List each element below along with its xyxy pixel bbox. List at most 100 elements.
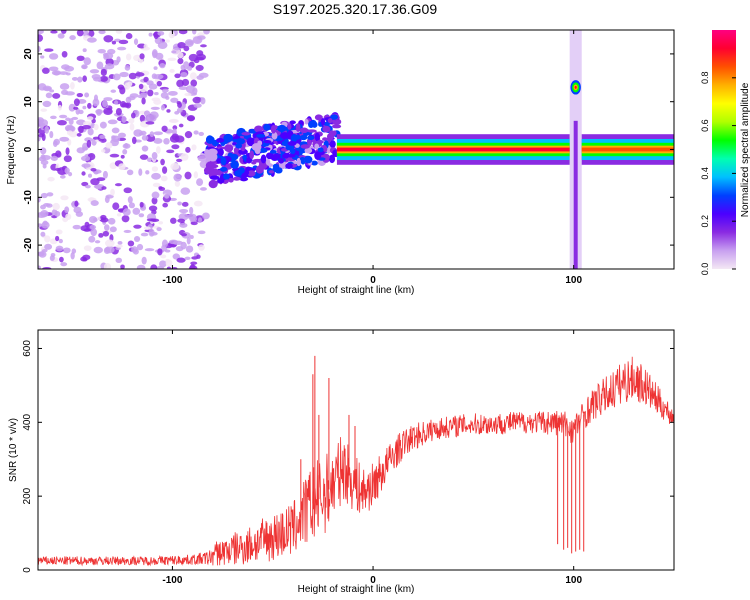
spectrogram-cell xyxy=(52,202,60,211)
spectrogram-cell xyxy=(174,73,181,79)
spectrogram-cell xyxy=(71,248,77,254)
snr-frame xyxy=(37,329,675,571)
figure-title: S197.2025.320.17.36.G09 xyxy=(273,1,437,17)
spectrogram-cell xyxy=(39,119,49,127)
spectrogram-cell xyxy=(55,235,60,242)
spectrogram-cell xyxy=(189,206,194,215)
spectrogram-cell xyxy=(151,97,161,102)
spectrogram-cell xyxy=(128,118,135,124)
spectrogram-cell xyxy=(141,145,149,152)
spectrogram-cell xyxy=(57,119,67,126)
spectrogram-cell xyxy=(172,253,180,260)
spectrogram-cell xyxy=(96,61,104,70)
spectrogram-cell xyxy=(159,63,166,69)
spectrogram-cell xyxy=(82,105,87,110)
spectrogram-cell xyxy=(180,153,189,161)
spectrogram-cell xyxy=(144,248,155,252)
spectrogram-cell xyxy=(258,148,268,153)
spectrogram-cell xyxy=(234,170,243,177)
spectrogram-cell xyxy=(136,243,144,251)
spectrogram-cell xyxy=(148,205,158,212)
spectrogram-cell xyxy=(139,201,144,208)
spectrogram-cell xyxy=(205,161,216,170)
spectrogram-cell xyxy=(191,256,199,260)
spectrogram-cell xyxy=(68,103,76,112)
spectrogram-cell xyxy=(102,52,109,57)
spectrogram-cell xyxy=(90,200,99,207)
spectrogram-cell xyxy=(93,94,99,102)
spectrogram-cell xyxy=(271,131,278,140)
snr-x-label: Height of straight line (km) xyxy=(298,584,415,595)
spectrogram-cell xyxy=(295,123,301,132)
spectrogram-ytick-label: -10 xyxy=(23,190,34,205)
spectrogram-cell xyxy=(111,40,117,45)
spectrogram-cell xyxy=(87,102,92,109)
spectrogram-cell xyxy=(159,260,167,268)
spectrogram-cell xyxy=(85,184,91,189)
spectrogram-cell xyxy=(224,144,234,153)
spectrogram-cell xyxy=(99,134,106,140)
spectrogram-cell xyxy=(70,251,75,260)
spectrogram-cell xyxy=(75,211,83,217)
spectrogram-cell xyxy=(121,102,130,108)
spectrogram-cell xyxy=(157,41,168,49)
spectrogram-cell xyxy=(40,210,49,218)
spectrogram-cell xyxy=(143,110,151,117)
spectrogram-cell xyxy=(41,248,48,253)
spectrogram-cell xyxy=(156,227,162,232)
spectrogram-cell xyxy=(86,116,94,121)
spectrogram-cell xyxy=(235,138,246,145)
spectrogram-cell xyxy=(186,114,195,122)
spectrogram-cell xyxy=(70,82,75,90)
spectrogram-cell xyxy=(287,123,292,130)
spectrogram-cell xyxy=(92,98,100,107)
spectrogram-cell xyxy=(300,160,306,165)
spectrogram-cell xyxy=(115,244,123,248)
spectrogram-cell xyxy=(48,53,59,60)
spectrogram-cell xyxy=(139,114,146,123)
spectrogram-cell xyxy=(40,192,48,199)
spectrogram-cell xyxy=(151,172,161,180)
spectrogram-cell xyxy=(109,226,117,233)
spectrogram-cell xyxy=(117,240,123,245)
spectrogram-cell xyxy=(177,52,184,59)
spectrogram-cell xyxy=(235,143,243,149)
spectrogram-cell xyxy=(132,248,139,255)
spectrogram-cell xyxy=(131,136,137,145)
spectrogram-cell xyxy=(160,104,166,111)
spectrogram-cell xyxy=(138,83,144,90)
spectrogram-cell xyxy=(65,213,72,220)
spectrogram-cell xyxy=(181,233,187,237)
spectrogram-cell xyxy=(203,30,210,35)
spectrogram-cell xyxy=(330,114,339,120)
spectrogram-cell xyxy=(196,50,204,57)
spectrogram-cell xyxy=(150,106,160,110)
spectrogram-cell xyxy=(40,147,47,155)
spectrogram-cell xyxy=(123,229,132,233)
spectrogram-cell xyxy=(127,240,135,247)
spectrogram-cell xyxy=(160,175,168,182)
spectrogram-cell xyxy=(97,48,106,54)
spectrogram-cell xyxy=(178,86,188,91)
spectrogram-cell xyxy=(272,163,280,169)
spectrogram-cell xyxy=(256,133,266,138)
spectrogram-cell xyxy=(265,159,271,166)
spectrogram-cell xyxy=(117,46,127,51)
spectrogram-cell xyxy=(273,140,278,144)
spectrogram-cell xyxy=(52,92,61,99)
spectrogram-cell xyxy=(45,203,53,208)
spectrogram-cell xyxy=(220,142,225,146)
spectrogram-cell xyxy=(60,262,68,267)
spectrogram-cell xyxy=(87,128,94,136)
spectrogram-cell xyxy=(170,97,179,103)
spectrogram-cell xyxy=(156,80,163,87)
spectrogram-cell xyxy=(64,65,75,72)
spectrogram-cell xyxy=(89,224,97,230)
spectrogram-cell xyxy=(300,144,310,149)
spectrogram-cell xyxy=(112,202,120,211)
spectrogram-cell xyxy=(112,73,121,81)
spectrogram-cell xyxy=(130,112,136,119)
spectrogram-cell xyxy=(151,197,158,205)
spectrogram-cell xyxy=(86,139,92,148)
